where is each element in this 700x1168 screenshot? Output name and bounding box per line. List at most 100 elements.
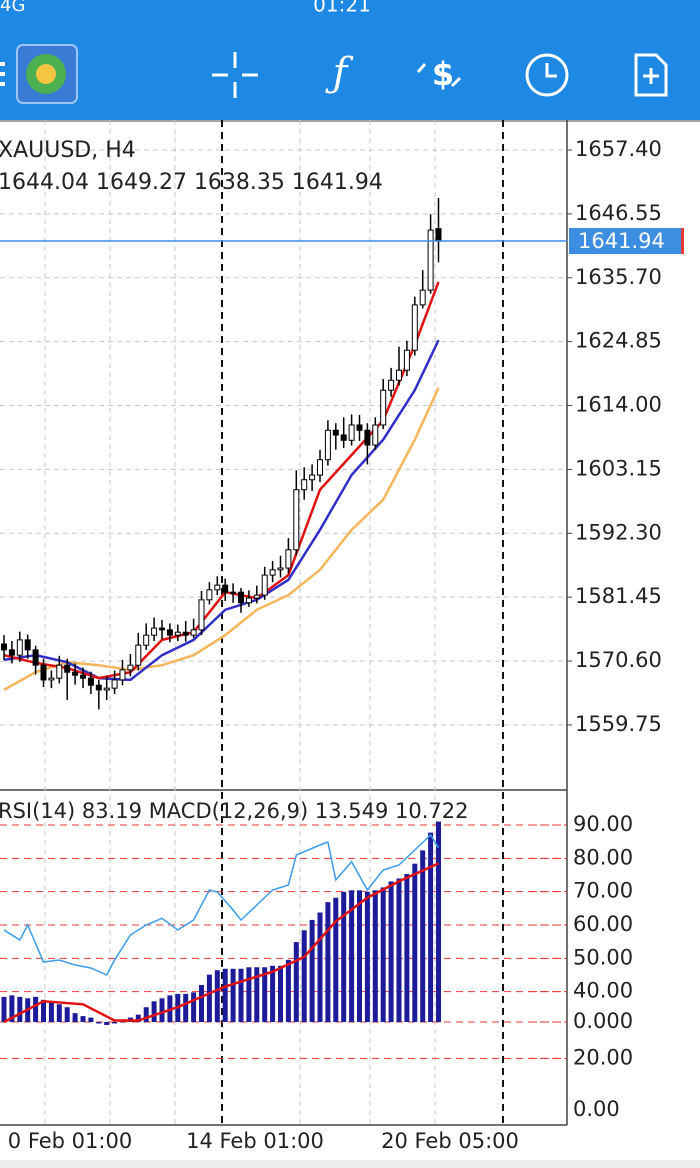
time-label: 14 Feb 01:00 <box>186 1129 324 1153</box>
macd-bar <box>199 985 204 1023</box>
candle-body <box>166 629 173 636</box>
candle-body <box>174 631 181 636</box>
macd-bar <box>222 968 228 1023</box>
candle-body <box>143 634 150 646</box>
candle-body <box>56 664 63 679</box>
macd-bar <box>191 992 197 1023</box>
rsi-tick-label: 60.00 <box>573 912 633 936</box>
candle-body <box>340 434 347 441</box>
rsi-tick-label: 50.00 <box>573 945 633 969</box>
price-tick-label: 1603.15 <box>575 456 662 480</box>
candle-body <box>135 644 142 666</box>
candle-body <box>301 479 308 491</box>
price-tick-label: 1570.60 <box>575 648 662 672</box>
clock: 01:21 <box>313 0 371 17</box>
candle-body <box>24 639 31 651</box>
network: 4G <box>0 0 25 16</box>
candle-body <box>293 489 300 551</box>
price-tick-label: 1624.85 <box>575 329 662 353</box>
app-icon[interactable] <box>16 44 78 104</box>
macd-bar <box>293 942 299 1023</box>
macd-bar <box>364 891 370 1023</box>
macd-bar <box>56 1004 62 1023</box>
candle-body <box>1 643 7 651</box>
trade-button[interactable]: $ <box>416 55 462 93</box>
macd-bar <box>151 1001 157 1023</box>
candle-body <box>403 349 410 371</box>
candle-body <box>222 584 229 593</box>
price-tick-label: 1614.00 <box>575 393 662 417</box>
macd-bar <box>41 999 46 1023</box>
candle-body <box>332 429 339 436</box>
macd-bar <box>341 891 347 1023</box>
macd-bar <box>404 874 410 1023</box>
macd-bar <box>372 890 378 1023</box>
macd-bar <box>33 996 39 1023</box>
macd-bar <box>17 996 23 1023</box>
price-tick-label: 1646.55 <box>575 201 662 225</box>
rsi-tick-label: 0.00 <box>573 1097 620 1121</box>
candle-body <box>16 639 23 656</box>
macd-bar <box>88 1017 94 1023</box>
svg-text:$: $ <box>432 55 454 93</box>
rsi-tick-label: 70.00 <box>573 879 633 903</box>
history-button[interactable] <box>525 53 569 97</box>
macd-bar <box>380 887 386 1023</box>
price-label-box <box>569 228 681 255</box>
time-label: 0 Feb 01:00 <box>8 1129 132 1153</box>
macd-bar <box>214 970 220 1023</box>
macd-bar <box>285 959 291 1023</box>
macd-bar <box>412 863 418 1023</box>
macd-bar <box>262 967 268 1023</box>
moving-average <box>3 339 440 682</box>
candle-body <box>182 631 189 636</box>
macd-bar <box>135 1014 141 1023</box>
macd-bar <box>436 821 441 1023</box>
candle-body <box>48 677 55 681</box>
candle-body <box>80 674 86 679</box>
macd-bar <box>48 1002 54 1023</box>
rsi-tick-label: 90.00 <box>573 812 633 836</box>
candle-body <box>214 584 221 591</box>
macd-bar <box>357 890 362 1023</box>
macd-bar <box>428 832 434 1023</box>
macd-bar <box>325 902 331 1023</box>
candle-body <box>87 677 94 686</box>
macd-bar <box>72 1013 78 1023</box>
macd-bar <box>96 1022 102 1024</box>
candle-body <box>103 687 110 691</box>
rsi-tick-label: 80.00 <box>573 845 633 869</box>
candle-body <box>64 664 71 673</box>
candle-body <box>40 664 47 681</box>
crosshair-button[interactable] <box>212 52 258 98</box>
candle-body <box>364 429 371 446</box>
macd-bar <box>396 878 402 1023</box>
candle-body <box>396 369 402 381</box>
new-order-button[interactable] <box>634 53 668 97</box>
candle-body <box>380 389 387 426</box>
rsi-line <box>3 833 440 976</box>
candle-body <box>159 627 165 631</box>
macd-bar <box>301 930 307 1023</box>
plot-area <box>0 149 567 1059</box>
candle-body <box>427 229 434 291</box>
macd-bar <box>112 1022 118 1024</box>
macd-bar <box>246 967 252 1023</box>
candle-body <box>372 424 379 446</box>
macd-bar <box>143 1007 149 1023</box>
moving-average <box>3 387 440 691</box>
candle-body <box>190 629 197 636</box>
candle-body <box>309 474 316 481</box>
candle-body <box>127 664 134 671</box>
macd-bar <box>309 919 315 1023</box>
macd-bar <box>80 1016 86 1023</box>
macd-bar <box>183 993 189 1023</box>
candle-body <box>238 591 244 604</box>
macd-bar <box>317 912 323 1023</box>
menu-icon[interactable] <box>0 62 5 86</box>
macd-bar <box>388 881 394 1023</box>
toolbar <box>0 22 700 120</box>
macd-bar <box>1 996 7 1023</box>
